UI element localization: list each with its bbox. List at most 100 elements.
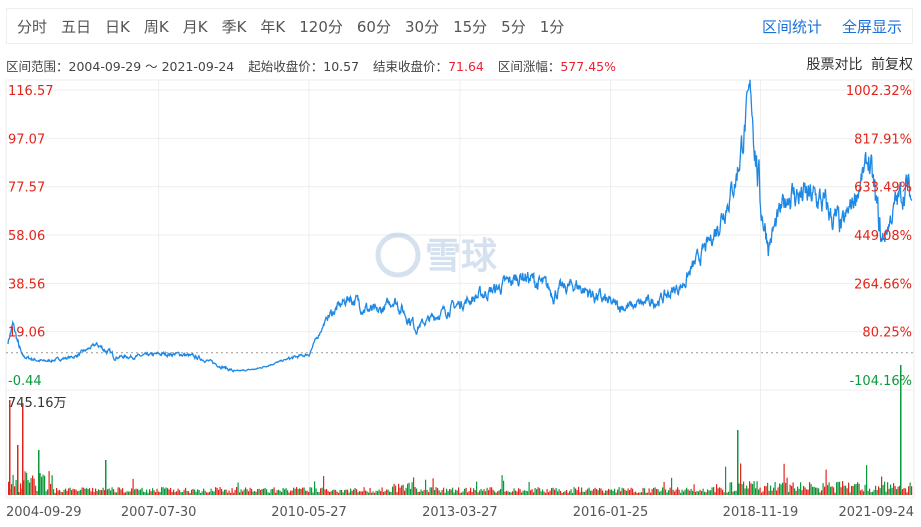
volume-bar [53, 489, 55, 495]
volume-bar [813, 486, 815, 495]
volume-bar [705, 492, 707, 495]
volume-bar [297, 488, 299, 495]
volume-bar [285, 488, 287, 495]
volume-bar [791, 485, 793, 495]
tab-month[interactable]: 月K [182, 17, 208, 36]
volume-bar [636, 492, 638, 495]
volume-bar [399, 487, 401, 495]
volume-bar [176, 491, 178, 495]
volume-bar [329, 491, 331, 495]
volume-bar [536, 489, 538, 495]
volume-bar [162, 487, 164, 495]
fullscreen-link[interactable]: 全屏显示 [841, 17, 902, 36]
volume-bar [171, 491, 173, 495]
adjust-mode-button[interactable]: 前复权 [871, 57, 913, 73]
volume-bar [327, 490, 329, 495]
volume-bar [357, 492, 359, 495]
range-stats-link[interactable]: 区间统计 [761, 17, 822, 36]
volume-bar [414, 487, 416, 495]
volume-bar [849, 492, 851, 495]
volume-bar [290, 490, 292, 495]
volume-bar [254, 490, 256, 495]
volume-bar [857, 482, 859, 495]
volume-bar [725, 466, 727, 495]
volume-bar [678, 489, 680, 495]
tab-15min[interactable]: 15分 [453, 17, 488, 36]
volume-bar [416, 488, 418, 495]
volume-bar [18, 492, 20, 495]
volume-bar [50, 483, 52, 495]
volume-bar [576, 490, 578, 495]
volume-bar [38, 450, 40, 495]
volume-bar [45, 491, 47, 495]
volume-bar [75, 489, 77, 495]
tab-year[interactable]: 年K [260, 17, 286, 36]
volume-bar [905, 488, 907, 495]
volume-bar [77, 491, 79, 495]
volume-bar [591, 490, 593, 495]
tab-60min[interactable]: 60分 [356, 17, 391, 36]
tab-5day[interactable]: 五日 [61, 17, 92, 36]
tab-day[interactable]: 日K [105, 17, 130, 36]
volume-bar [380, 491, 382, 495]
volume-bar [59, 490, 61, 495]
volume-bar [539, 488, 541, 495]
volume-bar [204, 490, 206, 495]
volume-bar [108, 488, 110, 495]
volume-bar [695, 491, 697, 495]
volume-bar [212, 490, 214, 495]
volume-bar [372, 491, 374, 495]
volume-bar [98, 489, 100, 495]
volume-bar [609, 489, 611, 495]
volume-bar [867, 490, 869, 495]
volume-bar [468, 491, 470, 495]
volume-bar [771, 490, 773, 495]
stock-compare-button[interactable]: 股票对比 [806, 57, 863, 73]
volume-bar [341, 489, 343, 495]
volume-bar [891, 487, 893, 495]
volume-bar [645, 492, 647, 495]
volume-bar [800, 482, 802, 495]
volume-bar [795, 490, 797, 495]
volume-bar [434, 490, 436, 495]
tab-30min[interactable]: 30分 [404, 17, 440, 36]
volume-bar [837, 481, 839, 495]
volume-bar [836, 482, 838, 495]
tab-120min[interactable]: 120分 [299, 17, 343, 36]
volume-bar [321, 487, 323, 495]
volume-bar [762, 491, 764, 495]
volume-bar [453, 492, 455, 495]
volume-bar [720, 488, 722, 495]
volume-bar [9, 400, 11, 495]
tab-5min[interactable]: 5分 [501, 17, 526, 36]
y-tick-right: 817.91% [854, 132, 912, 147]
volume-bar [896, 489, 898, 495]
tab-intraday[interactable]: 分时 [17, 17, 48, 36]
volume-bar [828, 482, 830, 495]
volume-bar [326, 489, 328, 495]
volume-bar [834, 492, 836, 495]
volume-bar [744, 488, 746, 495]
volume-bar [165, 487, 167, 495]
tab-1min[interactable]: 1分 [539, 17, 565, 36]
x-tick: 2021-09-24 [838, 505, 914, 520]
volume-bar [284, 489, 286, 495]
volume-bar [119, 487, 121, 495]
volume-bar [32, 475, 34, 495]
tab-quarter[interactable]: 季K [221, 17, 247, 36]
volume-bar [504, 491, 506, 495]
volume-bar [246, 489, 248, 495]
volume-bar [333, 489, 335, 495]
volume-bar [846, 488, 848, 495]
volume-bar [426, 490, 428, 495]
volume-bar [78, 490, 80, 495]
volume-bar [783, 463, 785, 495]
volume-bar [501, 475, 503, 495]
tab-week[interactable]: 周K [143, 17, 169, 36]
volume-bar [144, 492, 146, 495]
volume-bar [558, 489, 560, 495]
volume-bar [755, 488, 757, 495]
volume-bar [125, 492, 127, 495]
volume-bar [707, 489, 709, 495]
